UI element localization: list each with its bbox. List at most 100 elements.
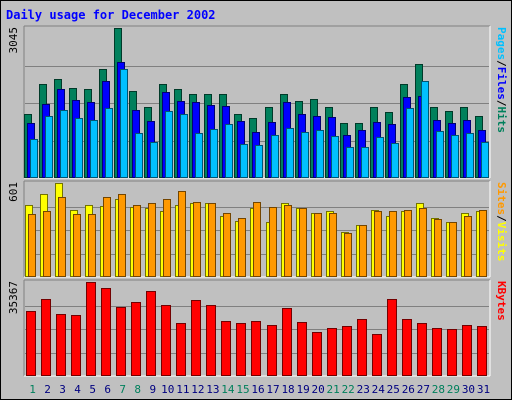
bar-pages-day-14 (225, 124, 233, 178)
x-tick-label-11: 11 (176, 383, 189, 396)
bar-sites-day-30 (464, 216, 472, 277)
x-tick-label-26: 26 (402, 383, 415, 396)
axis-label-segment: KBytes (495, 281, 508, 321)
bar-sites-day-27 (419, 208, 427, 277)
x-tick-label-5: 5 (89, 383, 96, 396)
bar-kbytes-day-19 (297, 322, 307, 376)
bar-pages-day-26 (406, 108, 414, 178)
bar-pages-day-27 (421, 81, 429, 178)
bar-pages-day-10 (165, 111, 173, 178)
bar-sites-day-7 (118, 194, 126, 277)
bar-kbytes-day-28 (432, 328, 442, 376)
x-tick-label-28: 28 (432, 383, 445, 396)
bar-pages-day-15 (240, 144, 248, 178)
x-tick-label-13: 13 (206, 383, 219, 396)
bar-kbytes-day-24 (372, 334, 382, 376)
x-tick-label-14: 14 (221, 383, 235, 396)
axis-label-segment: Pages (495, 27, 508, 60)
x-tick-label-16: 16 (251, 383, 264, 396)
bar-sites-day-16 (253, 202, 261, 277)
x-tick-label-20: 20 (312, 383, 325, 396)
axis-label-segment: / (495, 100, 508, 107)
x-tick-label-12: 12 (191, 383, 204, 396)
series-axis-label: Sites/Visits (495, 182, 508, 262)
bar-pages-day-11 (180, 114, 188, 178)
x-tick-label-29: 29 (447, 383, 460, 396)
bar-pages-day-6 (105, 108, 113, 178)
bar-sites-day-1 (28, 214, 36, 277)
x-tick-label-3: 3 (59, 383, 66, 396)
series-axis-label: Pages/Files/Hits (495, 27, 508, 133)
bar-pages-day-22 (346, 147, 354, 178)
x-tick-label-24: 24 (372, 383, 386, 396)
bar-sites-day-2 (43, 211, 51, 277)
bar-pages-day-18 (286, 128, 294, 178)
bar-sites-day-24 (374, 211, 382, 277)
bar-kbytes-day-22 (342, 326, 352, 376)
bar-kbytes-day-20 (312, 332, 322, 376)
axis-label-segment: / (495, 60, 508, 67)
bar-sites-day-5 (88, 214, 96, 277)
x-tick-label-31: 31 (477, 383, 490, 396)
bar-sites-day-25 (389, 211, 397, 277)
bar-kbytes-day-1 (26, 311, 36, 376)
axis-label-segment: Visits (495, 222, 508, 262)
bar-sites-day-11 (178, 191, 186, 277)
panel-3: 35367 KBytes (7, 279, 508, 377)
axis-label-segment: Hits (495, 107, 508, 134)
bar-kbytes-day-11 (176, 323, 186, 376)
y-max-label: 601 (7, 182, 20, 202)
x-tick-label-9: 9 (149, 383, 156, 396)
bar-sites-day-9 (148, 203, 156, 277)
bar-sites-day-31 (479, 210, 487, 277)
bar-pages-day-9 (150, 142, 158, 178)
bar-sites-day-4 (73, 214, 81, 277)
bar-sites-day-28 (434, 219, 442, 277)
bar-kbytes-day-29 (447, 329, 457, 376)
bar-pages-day-31 (481, 142, 489, 178)
series-sites (28, 191, 487, 277)
x-tick-label-22: 22 (342, 383, 355, 396)
bar-pages-day-19 (301, 132, 309, 178)
series-axis-label: KBytes (495, 281, 508, 321)
bar-kbytes-day-14 (221, 321, 231, 376)
bar-pages-day-8 (135, 133, 143, 178)
x-tick-label-10: 10 (161, 383, 174, 396)
bar-sites-day-26 (404, 210, 412, 277)
bar-pages-day-12 (195, 133, 203, 178)
bar-kbytes-day-17 (267, 325, 277, 376)
y-max-label: 3045 (7, 27, 20, 54)
bar-pages-day-25 (391, 143, 399, 178)
bar-kbytes-day-8 (131, 302, 141, 376)
bar-pages-day-30 (466, 133, 474, 178)
bar-pages-day-7 (120, 69, 128, 178)
x-tick-label-23: 23 (357, 383, 370, 396)
bar-sites-day-17 (269, 207, 277, 277)
panel-1: 3045 Pages/Files/Hits (7, 25, 508, 179)
bar-pages-day-23 (361, 147, 369, 178)
bar-sites-day-19 (299, 208, 307, 277)
bar-sites-day-22 (344, 233, 352, 277)
x-tick-label-30: 30 (462, 383, 475, 396)
x-tick-label-19: 19 (296, 383, 309, 396)
bar-pages-day-28 (436, 131, 444, 178)
bar-kbytes-day-3 (56, 314, 66, 376)
bar-sites-day-20 (314, 213, 322, 277)
bar-kbytes-day-2 (41, 299, 51, 376)
bar-pages-day-24 (376, 137, 384, 178)
x-tick-label-17: 17 (266, 383, 279, 396)
bar-pages-day-13 (210, 129, 218, 178)
x-tick-label-1: 1 (29, 383, 36, 396)
bar-pages-day-17 (271, 135, 279, 178)
bar-pages-day-21 (331, 136, 339, 178)
bar-sites-day-18 (284, 205, 292, 277)
bar-sites-day-12 (193, 202, 201, 277)
x-tick-label-15: 15 (236, 383, 249, 396)
bar-kbytes-day-27 (417, 323, 427, 376)
axis-label-segment: Sites (495, 182, 508, 215)
series-pages (30, 69, 489, 178)
bar-pages-day-1 (30, 139, 38, 178)
axis-label-segment: Files (495, 67, 508, 100)
bar-kbytes-day-5 (86, 282, 96, 376)
bar-kbytes-day-16 (251, 321, 261, 376)
